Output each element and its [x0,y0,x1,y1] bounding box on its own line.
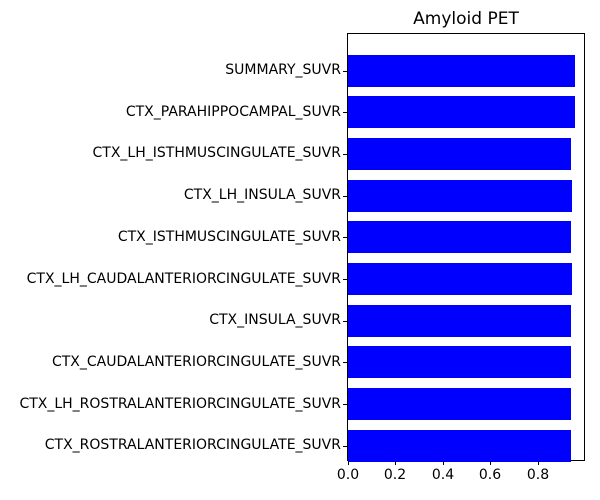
bar [348,54,575,87]
x-tick [538,461,539,465]
x-tick-label: 0.2 [383,467,407,483]
y-axis-label: CTX_INSULA_SUVR [209,312,341,329]
y-axis-label: CTX_LH_INSULA_SUVR [183,187,341,204]
x-tick [348,461,349,465]
x-tick-label: 0.4 [431,467,455,483]
bar [348,304,571,337]
x-tick [490,461,491,465]
y-tick [343,446,347,447]
y-axis-label: CTX_CAUDALANTERIORCINGULATE_SUVR [51,353,341,370]
y-axis-label: CTX_ISTHMUSCINGULATE_SUVR [117,228,341,245]
y-tick [343,154,347,155]
bar [348,388,571,421]
x-tick [443,461,444,465]
y-axis-label: CTX_LH_ROSTRALANTERIORCINGULATE_SUVR [19,395,341,412]
bar [348,221,571,254]
y-tick [343,362,347,363]
bar [348,96,575,129]
y-axis-label: CTX_PARAHIPPOCAMPAL_SUVR [125,103,341,120]
bar [348,137,571,170]
x-tick [395,461,396,465]
y-axis-label: CTX_LH_CAUDALANTERIORCINGULATE_SUVR [26,270,341,287]
y-tick [343,196,347,197]
bar [348,179,572,212]
y-tick [343,321,347,322]
y-axis-label: SUMMARY_SUVR [225,62,341,78]
x-tick-label: 0.0 [336,467,360,483]
plot-area [347,33,585,462]
bar [348,429,571,462]
chart-title: Amyloid PET [413,9,519,29]
y-tick [343,279,347,280]
x-tick-label: 0.6 [478,467,502,483]
y-tick [343,237,347,238]
y-axis-label: CTX_ROSTRALANTERIORCINGULATE_SUVR [44,437,341,454]
bar [348,263,572,295]
x-tick-label: 0.8 [526,467,550,483]
y-tick [343,71,347,72]
y-tick [343,112,347,113]
bar [348,346,571,379]
y-axis-label: CTX_LH_ISTHMUSCINGULATE_SUVR [92,145,341,162]
y-tick [343,404,347,405]
